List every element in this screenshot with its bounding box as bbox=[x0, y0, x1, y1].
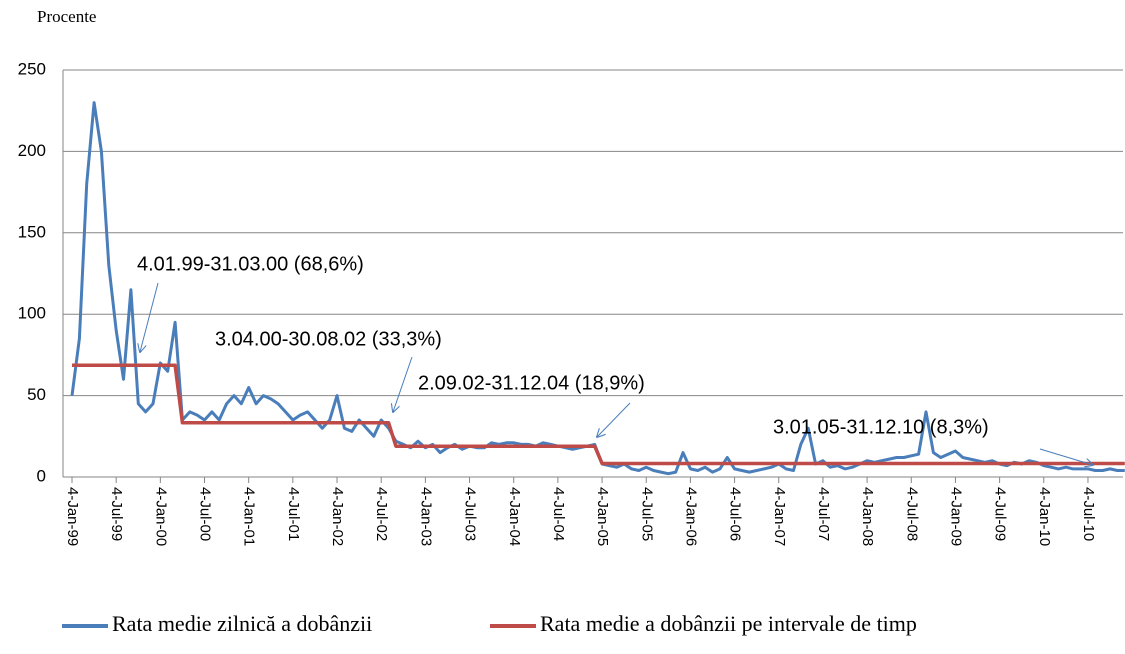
arrow bbox=[140, 282, 159, 352]
x-tick-label: 4-Jul-06 bbox=[727, 487, 744, 541]
annotation: 2.09.02-31.12.04 (18,9%) bbox=[418, 372, 645, 394]
y-tick-label: 100 bbox=[18, 304, 46, 323]
x-tick-label: 4-Jul-09 bbox=[992, 487, 1009, 541]
x-tick-label: 4-Jul-01 bbox=[285, 487, 302, 541]
y-tick-label: 150 bbox=[18, 222, 46, 241]
lines bbox=[70, 101, 1125, 476]
legend-label: Rata medie zilnică a dobânzii bbox=[112, 611, 372, 636]
x-tick-label: 4-Jan-02 bbox=[329, 487, 346, 546]
x-tick-label: 4-Jan-07 bbox=[771, 487, 788, 546]
x-tick-label: 4-Jul-07 bbox=[815, 487, 832, 541]
x-tick-label: 4-Jul-04 bbox=[550, 487, 567, 541]
y-tick-label: 200 bbox=[18, 141, 46, 160]
annotation: 3.04.00-30.08.02 (33,3%) bbox=[215, 328, 442, 350]
y-tick-label: 0 bbox=[37, 466, 46, 485]
x-tick-label: 4-Jul-02 bbox=[373, 487, 390, 541]
x-tick-label: 4-Jan-99 bbox=[64, 487, 81, 546]
y-tick-label: 50 bbox=[27, 385, 46, 404]
x-tick-label: 4-Jan-04 bbox=[506, 487, 523, 546]
x-tick-label: 4-Jan-10 bbox=[1036, 487, 1053, 546]
arrow bbox=[597, 402, 631, 437]
y-axis-label: Procente bbox=[37, 7, 96, 26]
annotation: 4.01.99-31.03.00 (68,6%) bbox=[137, 253, 364, 275]
y-tick-label: 250 bbox=[18, 59, 46, 78]
arrow bbox=[1039, 448, 1093, 465]
legend-label: Rata medie a dobânzii pe intervale de ti… bbox=[540, 611, 917, 636]
x-tick-label: 4-Jan-03 bbox=[417, 487, 434, 546]
x-tick-label: 4-Jul-10 bbox=[1080, 487, 1097, 541]
x-tick-label: 4-Jul-99 bbox=[108, 487, 125, 541]
x-tick-label: 4-Jul-05 bbox=[638, 487, 655, 541]
arrow bbox=[393, 356, 413, 412]
x-tick-label: 4-Jan-05 bbox=[594, 487, 611, 546]
x-tick-label: 4-Jul-03 bbox=[462, 487, 479, 541]
x-tick-label: 4-Jan-08 bbox=[859, 487, 876, 546]
annotation: 3.01.05-31.12.10 (8,3%) bbox=[773, 416, 989, 438]
x-tick-label: 4-Jul-08 bbox=[903, 487, 920, 541]
x-tick-label: 4-Jul-00 bbox=[197, 487, 214, 541]
x-tick-label: 4-Jan-09 bbox=[947, 487, 964, 546]
x-tick-label: 4-Jan-06 bbox=[682, 487, 699, 546]
x-tick-label: 4-Jan-01 bbox=[241, 487, 258, 546]
series-line bbox=[72, 363, 1125, 466]
x-tick-label: 4-Jan-00 bbox=[152, 487, 169, 546]
grid bbox=[62, 69, 1123, 483]
